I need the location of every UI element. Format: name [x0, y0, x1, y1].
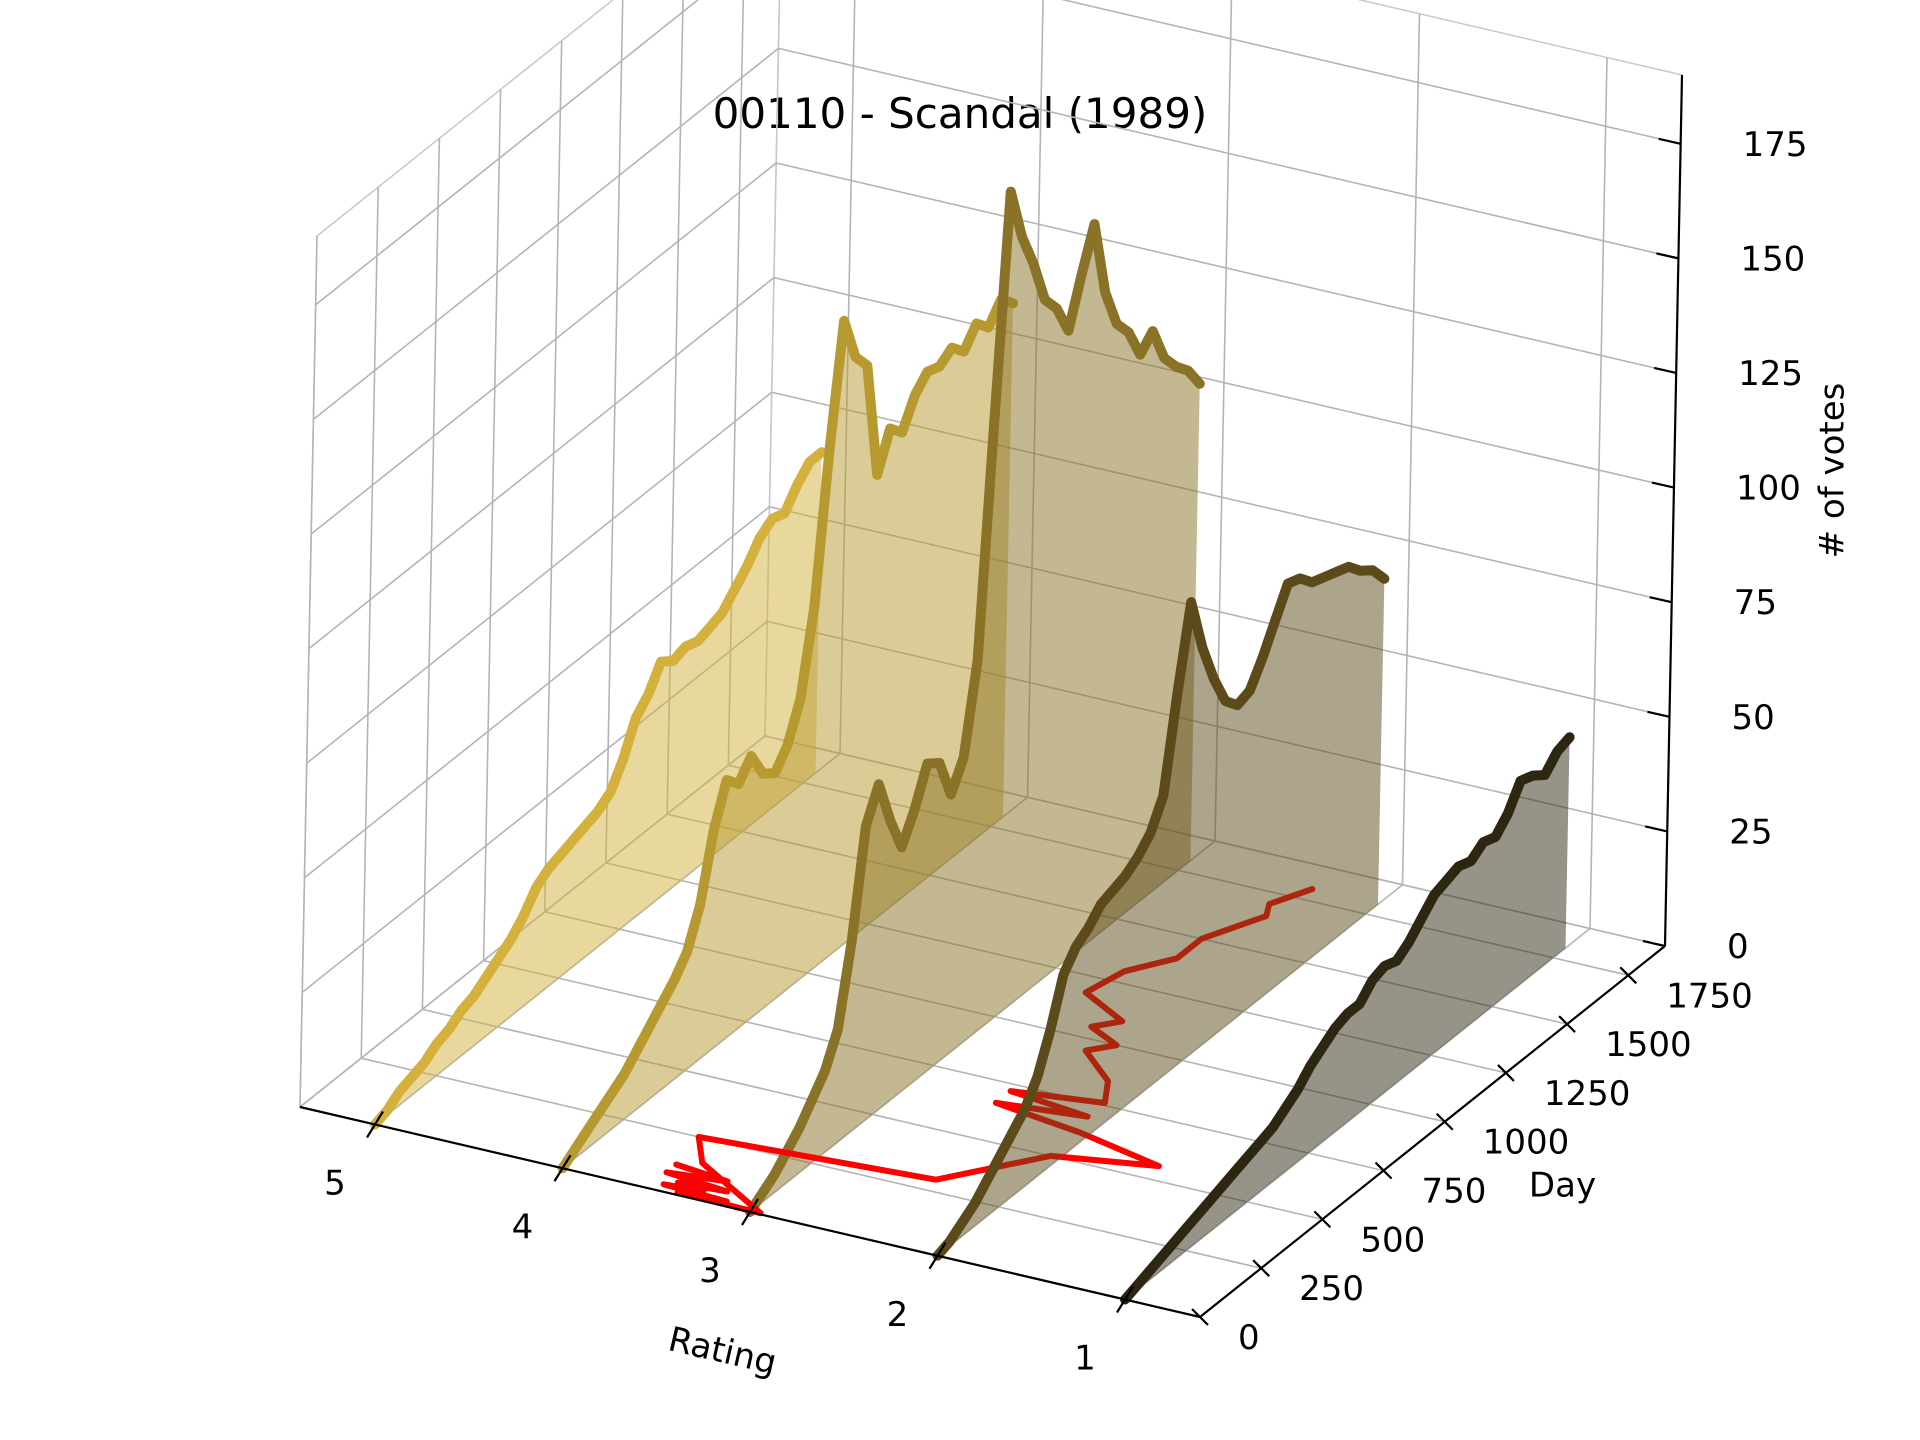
series-rating-1: [1120, 732, 1575, 1305]
series-rating-2: [932, 561, 1390, 1261]
y-tick-label: 250: [1299, 1269, 1364, 1309]
series-line-rating-4: [557, 294, 1018, 1174]
y-axis-label: Day: [1529, 1166, 1596, 1206]
y-tick-label: 500: [1360, 1220, 1425, 1260]
z-tick-label: 150: [1740, 239, 1805, 279]
y-tick-mark: [1558, 1015, 1576, 1033]
z-tick-label: 100: [1736, 469, 1801, 509]
z-tick-mark: [1642, 939, 1666, 948]
series-fill-rating-4: [562, 299, 1013, 1169]
series-line-rating-2: [932, 561, 1390, 1261]
y-tick-mark: [1497, 1064, 1515, 1082]
x-tick-label: 4: [512, 1207, 534, 1247]
grid-line-votes: [306, 391, 1672, 764]
y-tick-label: 1500: [1605, 1025, 1692, 1065]
axis-layer: 5 4 3 2 1 0 250 500 750 1000 1250 1500 1750 0 25 50 75 10…: [299, 74, 1808, 1379]
series-rating-4: [557, 294, 1018, 1174]
x-tick-mark: [366, 1110, 384, 1139]
z-tick-mark: [1649, 596, 1672, 604]
z-tick-mark: [1653, 366, 1677, 375]
y-tick-mark: [1191, 1308, 1209, 1326]
y-tick-mark: [1374, 1161, 1393, 1180]
series-rating-3: [745, 186, 1205, 1217]
x-tick-label: 2: [887, 1295, 909, 1335]
x-tick-mark: [741, 1198, 759, 1226]
y-axis-line: [1199, 945, 1666, 1318]
y-tick-mark: [1252, 1259, 1270, 1277]
grid-line-votes: [315, 0, 1681, 306]
x-tick-label: 1: [1074, 1339, 1096, 1379]
series-layer: [370, 186, 1575, 1305]
z-tick-label: 75: [1734, 583, 1777, 623]
z-tick-label: 175: [1743, 125, 1808, 165]
y-tick-mark: [1313, 1210, 1332, 1229]
grid-line-votes: [308, 276, 1675, 650]
grid-line-votes: [310, 162, 1677, 535]
grid-line-votes: [312, 47, 1679, 421]
z-tick-mark: [1656, 252, 1679, 260]
y-tick-label: 1250: [1544, 1074, 1631, 1114]
y-tick-label: 750: [1422, 1172, 1487, 1212]
x-tick-label: 5: [324, 1164, 346, 1204]
z-tick-mark: [1647, 710, 1670, 718]
z-tick-label: 25: [1729, 812, 1772, 852]
x-tick-mark: [928, 1242, 947, 1270]
x-tick-label: 3: [699, 1251, 721, 1291]
x-tick-mark: [1116, 1285, 1134, 1314]
z-tick-mark: [1658, 137, 1681, 145]
z-tick-mark: [1651, 481, 1675, 489]
series-line-rating-1: [1120, 732, 1575, 1305]
y-tick-mark: [1619, 966, 1638, 985]
y-tick-label: 1750: [1666, 976, 1753, 1016]
series-fill-rating-2: [937, 566, 1385, 1256]
z-axis-line: [1663, 74, 1684, 947]
y-tick-mark: [1435, 1112, 1454, 1131]
y-tick-label: 0: [1238, 1318, 1260, 1358]
z-tick-label: 0: [1727, 927, 1749, 967]
z-tick-label: 50: [1731, 698, 1774, 738]
series-line-rating-3: [745, 186, 1205, 1217]
y-tick-label: 1000: [1483, 1123, 1570, 1163]
z-tick-mark: [1644, 825, 1668, 833]
x-axis-label: Rating: [665, 1319, 781, 1383]
z-axis-label: # of votes: [1813, 383, 1853, 559]
series-line-rating-5: [370, 447, 827, 1130]
x-tick-mark: [553, 1154, 572, 1182]
z-tick-label: 125: [1738, 354, 1803, 394]
